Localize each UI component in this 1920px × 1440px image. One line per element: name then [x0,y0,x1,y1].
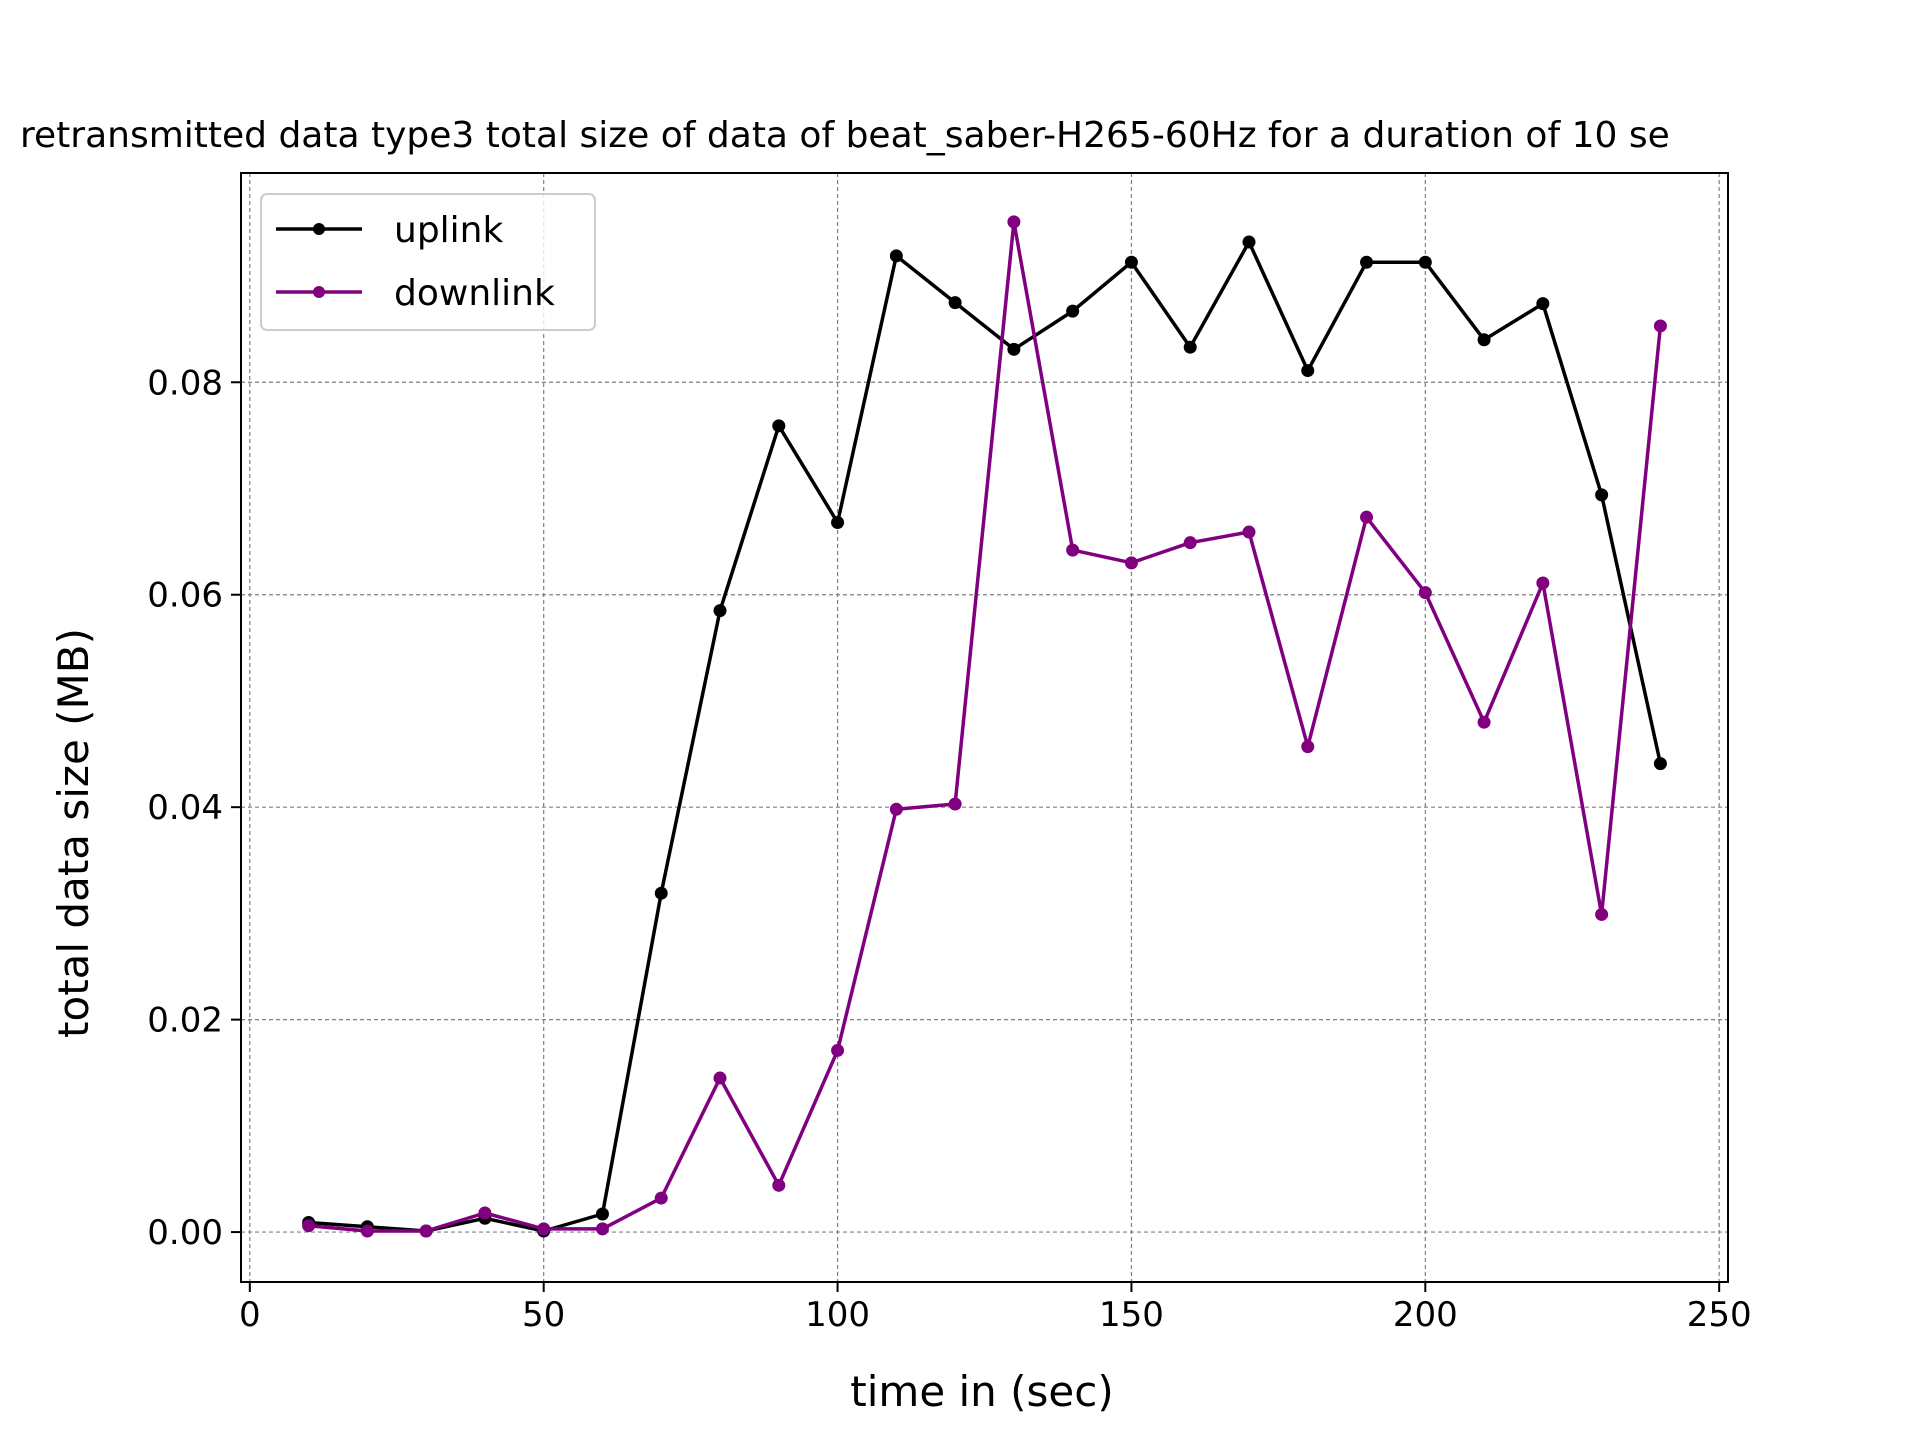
data-point-downlink [1183,536,1197,550]
x-tick-label: 50 [522,1295,565,1335]
data-point-uplink [1124,255,1138,269]
data-point-downlink [1360,510,1374,524]
data-point-downlink [595,1222,609,1236]
data-point-downlink [1301,740,1315,754]
data-point-uplink [772,419,786,433]
data-point-downlink [360,1224,374,1238]
data-point-uplink [1066,304,1080,318]
series-line-downlink [308,220,1663,1233]
data-point-uplink [1418,255,1432,269]
grid-lines [241,173,1728,1282]
y-tick-label: 0.02 [147,1001,223,1041]
data-point-downlink [889,802,903,816]
data-point-uplink [1536,297,1550,311]
data-point-uplink [1360,255,1374,269]
data-point-downlink [1653,319,1667,333]
data-point-downlink [1418,586,1432,600]
data-point-uplink [1007,342,1021,356]
series-layer [302,215,1667,1238]
data-point-downlink [302,1219,316,1233]
chart-title: retransmitted data type3 total size of d… [20,115,1670,156]
plot-frame [240,172,1729,1283]
x-tick-label: 0 [239,1295,261,1335]
data-point-uplink [831,515,845,529]
legend-label-downlink: downlink [394,273,555,314]
y-tick-label: 0.06 [147,576,223,616]
data-point-downlink [831,1043,845,1057]
x-tick-label: 200 [1393,1295,1458,1335]
data-point-downlink [713,1071,727,1085]
data-point-downlink [537,1222,551,1236]
data-point-downlink [1124,556,1138,570]
legend-marker-downlink [313,286,325,298]
data-point-uplink [1242,235,1256,249]
x-tick-label: 150 [1099,1295,1164,1335]
data-point-downlink [772,1178,786,1192]
data-point-uplink [595,1207,609,1221]
data-point-downlink [1007,215,1021,229]
data-point-uplink [1477,333,1491,347]
x-axis-label: time in (sec) [850,1367,1113,1416]
x-tick-label: 250 [1687,1295,1752,1335]
data-point-downlink [1242,525,1256,539]
data-point-uplink [1595,488,1609,502]
data-point-uplink [1653,757,1667,771]
y-tick-label: 0.00 [147,1213,223,1253]
data-point-uplink [889,249,903,263]
data-point-downlink [654,1191,668,1205]
data-point-uplink [1301,364,1315,378]
legend: uplink downlink [260,193,596,331]
data-point-downlink [478,1206,492,1220]
x-tick-label: 100 [805,1295,870,1335]
data-point-uplink [713,604,727,618]
data-point-downlink [1595,907,1609,921]
data-point-uplink [1183,340,1197,354]
data-point-uplink [948,296,962,310]
data-point-uplink [654,886,668,900]
legend-label-uplink: uplink [394,210,503,251]
y-axis-label: total data size (MB) [49,628,98,1038]
axis-ticks: 0 50 100 150 200 250 0.00 0.02 0.04 0.06 0.08 [147,363,1751,1335]
data-point-downlink [1066,543,1080,557]
y-tick-label: 0.04 [147,788,223,828]
data-point-downlink [1536,576,1550,590]
series-line-uplink [308,240,1663,1233]
data-point-downlink [419,1224,433,1238]
y-tick-label: 0.08 [147,363,223,403]
data-point-downlink [1477,715,1491,729]
legend-marker-uplink [313,223,325,235]
data-point-downlink [948,797,962,811]
